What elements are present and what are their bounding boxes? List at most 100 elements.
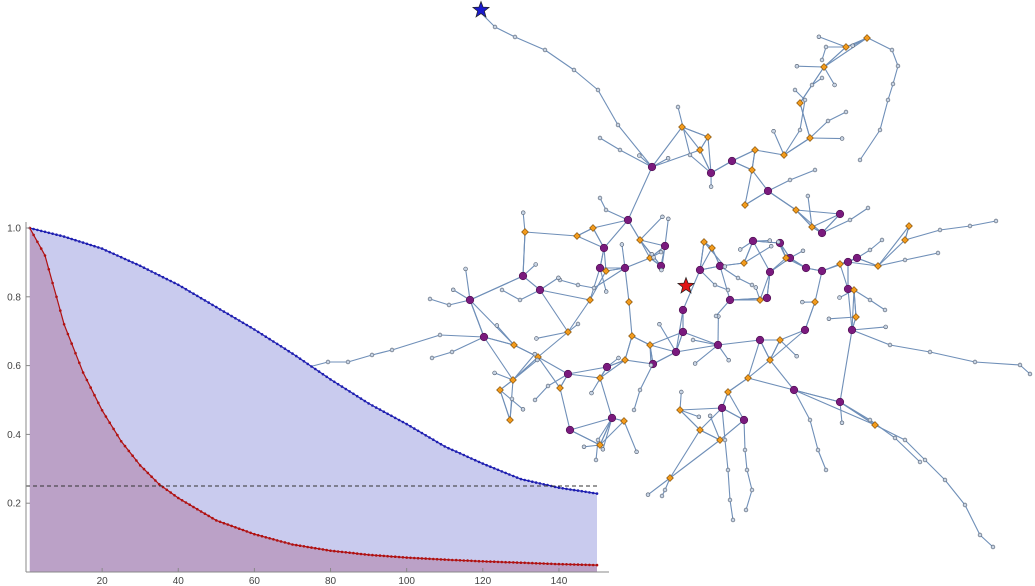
series-2-point <box>131 454 134 458</box>
leaf-node <box>776 239 781 245</box>
series-1-point <box>314 367 317 371</box>
series-1-point <box>142 266 146 270</box>
network-edge <box>823 37 868 68</box>
series-1-point <box>173 281 176 285</box>
series-2-point <box>340 550 344 554</box>
series-1-point <box>203 299 207 302</box>
series-2-point <box>256 533 260 537</box>
series-2-point <box>401 556 405 559</box>
network-edge <box>624 335 633 361</box>
series-2-point <box>93 393 96 397</box>
leaf-node <box>446 302 452 308</box>
series-2-point <box>378 554 382 557</box>
series-2-point <box>591 563 595 567</box>
network-edge <box>599 420 625 446</box>
series-1-point <box>199 296 203 300</box>
leaf-node <box>595 437 601 443</box>
network-edge <box>597 89 619 126</box>
hub-node <box>563 369 573 379</box>
series-1-point <box>161 275 165 279</box>
series-2-point <box>317 547 321 551</box>
leaf-node <box>499 287 505 293</box>
leaf-node <box>885 97 891 103</box>
network-nodes <box>302 9 1033 550</box>
network-edge <box>494 372 514 381</box>
series-1-point <box>557 486 561 490</box>
y-tick-label: 0.6 <box>7 361 21 372</box>
network-edge <box>624 257 651 269</box>
leaf-node <box>722 437 728 443</box>
series-2-point <box>397 555 401 559</box>
relay-node <box>708 244 716 252</box>
relay-node <box>811 298 819 306</box>
leaf-node <box>794 63 800 69</box>
network-edge <box>649 331 684 346</box>
network-edge <box>633 389 641 411</box>
series-1-point <box>432 438 435 442</box>
relay-node <box>678 123 686 131</box>
leaf-node <box>535 357 540 363</box>
series-2-point <box>70 342 73 345</box>
network-edge <box>544 49 575 71</box>
leaf-node <box>651 255 656 260</box>
series-1-point <box>416 429 420 433</box>
network-edge <box>537 356 569 375</box>
hub-node <box>620 263 630 273</box>
hub-node <box>647 162 657 172</box>
series-2-area <box>29 228 598 572</box>
network-edge <box>727 377 749 393</box>
relay-node <box>716 436 724 444</box>
series-1-point <box>591 491 595 495</box>
series-1-point <box>443 445 447 448</box>
series-2-point <box>218 520 222 524</box>
network-edge <box>651 149 701 168</box>
leaf-node <box>812 167 818 173</box>
series-2-point <box>237 527 241 530</box>
leaf-node <box>825 118 831 124</box>
network-edge <box>573 69 599 91</box>
series-1-point <box>222 310 226 313</box>
series-2-point <box>485 560 488 563</box>
network-edge <box>451 336 485 353</box>
series-2-point <box>439 558 443 561</box>
leaf-node <box>665 156 671 161</box>
hub-node <box>706 168 716 178</box>
series-1-point <box>207 301 210 304</box>
series-1-point <box>527 479 530 483</box>
leaf-node <box>520 407 526 412</box>
series-1-point <box>561 487 564 490</box>
leaf-node <box>917 459 923 465</box>
hub-node <box>765 267 775 277</box>
leaf-node <box>617 147 623 153</box>
series-2-point <box>199 510 203 513</box>
series-2-point <box>595 563 599 567</box>
hub-node <box>817 228 827 238</box>
leaf-node <box>603 289 609 294</box>
network-edge <box>664 218 669 247</box>
leaf-node <box>595 87 601 93</box>
network-edge <box>867 37 893 51</box>
relay-node <box>589 224 597 232</box>
series-1-point <box>150 270 153 273</box>
network-edge <box>592 219 629 229</box>
series-2-point <box>192 505 195 509</box>
series-1-point <box>336 382 340 386</box>
y-tick-label: 1.0 <box>7 224 21 235</box>
series-2-point <box>268 537 271 540</box>
leaf-node <box>581 444 587 449</box>
leaf-node <box>713 313 719 319</box>
network-edge <box>783 137 811 156</box>
relay-node <box>620 417 628 425</box>
relay-node <box>646 341 654 349</box>
series-2-point <box>279 540 283 543</box>
series-1-point <box>234 317 237 320</box>
series-2-point <box>154 479 157 482</box>
network-edge <box>827 111 847 122</box>
series-1-point <box>515 476 519 479</box>
series-1-point <box>245 323 249 327</box>
network-edge <box>599 417 613 446</box>
series-1-point <box>256 330 260 334</box>
series-1-point <box>146 268 150 271</box>
series-1-point <box>367 402 370 405</box>
series-2-point <box>215 519 218 522</box>
